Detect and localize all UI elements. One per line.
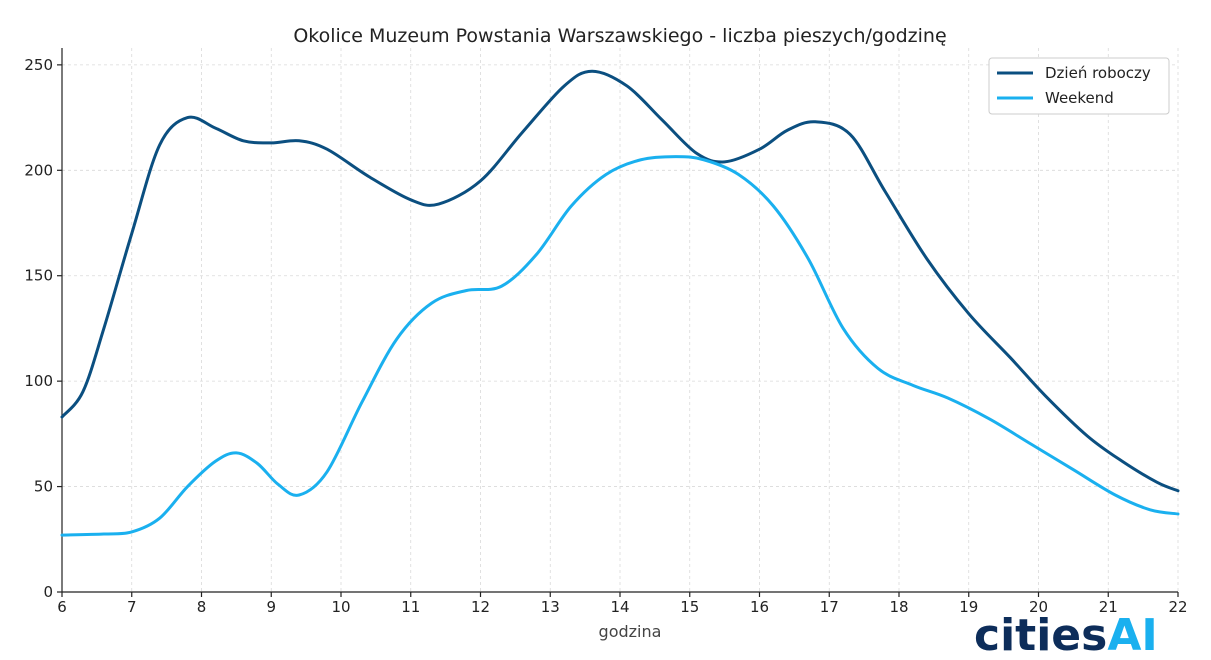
x-tick-label: 16 xyxy=(750,598,769,616)
svg-text:citiesAI: citiesAI xyxy=(974,610,1158,660)
y-tick-label: 150 xyxy=(24,267,53,285)
logo-part1: cities xyxy=(974,610,1107,660)
x-tick-label: 10 xyxy=(331,598,350,616)
series-line-1 xyxy=(60,155,1180,537)
x-tick-label: 21 xyxy=(1099,598,1118,616)
legend-label-1: Weekend xyxy=(1045,89,1114,107)
y-tick-label: 50 xyxy=(34,478,53,496)
cities-ai-logo: citiesAI xyxy=(974,610,1158,660)
x-tick-label: 6 xyxy=(57,598,67,616)
x-tick-label: 15 xyxy=(680,598,699,616)
chart-title: Okolice Muzeum Powstania Warszawskiego -… xyxy=(293,25,946,47)
y-tick-label: 0 xyxy=(43,583,53,601)
legend-box xyxy=(988,57,1170,115)
tick-labels: 6 7 8 9 10 11 12 13 14 15 16 17 18 19 20 21 22 0 50 100 150 2… xyxy=(24,56,1187,616)
x-tick-label: 9 xyxy=(266,598,276,616)
axes xyxy=(57,48,1179,597)
x-tick-label: 13 xyxy=(541,598,560,616)
x-tick-label: 18 xyxy=(889,598,908,616)
x-tick-label: 12 xyxy=(471,598,490,616)
series-line-0 xyxy=(60,69,1180,493)
x-tick-label: 7 xyxy=(127,598,137,616)
y-tick-label: 200 xyxy=(24,161,53,179)
x-tick-label: 17 xyxy=(820,598,839,616)
x-tick-label: 11 xyxy=(401,598,420,616)
y-tick-label: 250 xyxy=(24,56,53,74)
x-tick-label: 8 xyxy=(197,598,207,616)
series-lines xyxy=(60,69,1180,537)
logo-part2: AI xyxy=(1107,610,1157,660)
x-tick-label: 22 xyxy=(1168,598,1187,616)
grid xyxy=(62,48,1179,592)
x-axis-label: godzina xyxy=(599,622,662,641)
x-tick-label: 14 xyxy=(610,598,629,616)
legend: Dzień roboczy Weekend xyxy=(988,57,1170,115)
x-tick-label: 20 xyxy=(1029,598,1048,616)
x-tick-label: 19 xyxy=(959,598,978,616)
legend-label-0: Dzień roboczy xyxy=(1045,64,1151,82)
y-tick-label: 100 xyxy=(24,372,53,390)
